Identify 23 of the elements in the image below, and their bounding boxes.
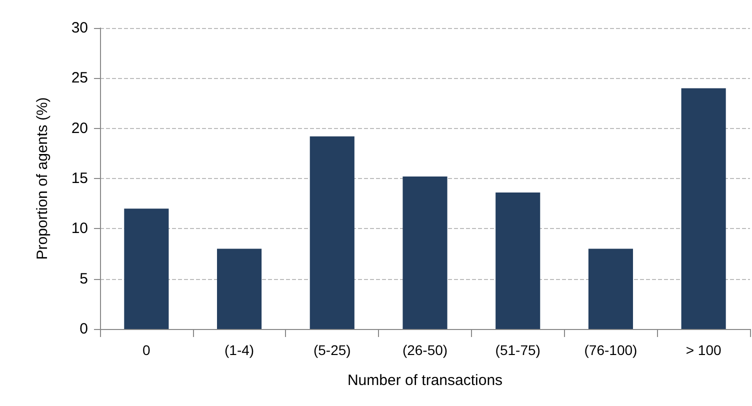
y-tick-label: 20 bbox=[71, 120, 88, 137]
y-axis-title: Proportion of agents (%) bbox=[34, 97, 51, 260]
x-tick-label: 0 bbox=[142, 342, 151, 358]
x-tick-label: (26-50) bbox=[402, 342, 448, 358]
y-tick-label: 30 bbox=[71, 20, 88, 36]
bar bbox=[681, 88, 726, 329]
x-tick-label: (1-4) bbox=[224, 342, 254, 358]
x-tick-label: (51-75) bbox=[495, 342, 540, 358]
y-tick-label: 5 bbox=[80, 270, 88, 288]
bar bbox=[496, 192, 540, 329]
bar bbox=[310, 136, 354, 329]
bar bbox=[588, 248, 633, 329]
y-tick-label: 15 bbox=[71, 170, 88, 187]
bar bbox=[217, 248, 262, 329]
y-tick-label: 10 bbox=[71, 220, 88, 238]
x-tick-label: (76-100) bbox=[584, 342, 638, 358]
bar bbox=[124, 208, 169, 329]
x-tick-label: > 100 bbox=[686, 342, 722, 358]
y-tick-label: 25 bbox=[71, 70, 88, 87]
bar bbox=[402, 176, 448, 329]
x-tick-label: (5-25) bbox=[313, 342, 351, 358]
x-axis-title: Number of transactions bbox=[347, 372, 503, 389]
y-tick-label: 0 bbox=[80, 320, 88, 338]
